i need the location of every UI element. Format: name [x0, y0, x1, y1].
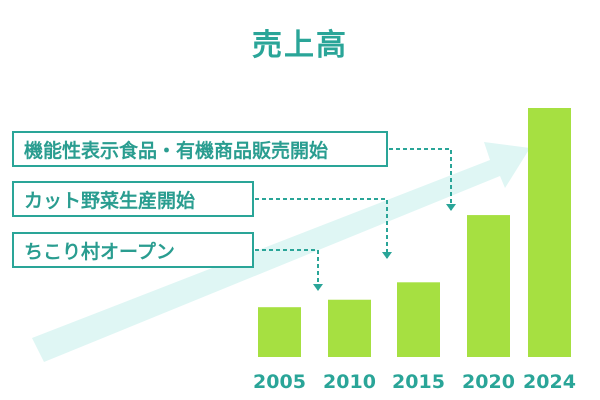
- annotation-box: ちこり村オープン: [12, 232, 254, 268]
- bar-2020: [467, 215, 510, 357]
- leader-line: [255, 249, 319, 290]
- bar-2010: [328, 299, 371, 357]
- trend-arrow: [32, 142, 530, 362]
- arrowhead-icon: [382, 252, 392, 259]
- x-tick-label: 2024: [523, 371, 576, 393]
- chart-title: 売上高: [252, 28, 348, 63]
- x-tick-label: 2020: [462, 371, 515, 393]
- bar-2005: [258, 307, 301, 357]
- arrowhead-icon: [446, 204, 456, 211]
- bar-2015: [397, 282, 440, 357]
- annotation-box: カット野菜生産開始: [12, 181, 254, 217]
- bar-2024: [528, 108, 571, 357]
- x-tick-label: 2010: [323, 371, 376, 393]
- leader-line: [255, 198, 388, 258]
- arrowhead-icon: [313, 284, 323, 291]
- x-tick-label: 2015: [392, 371, 445, 393]
- annotation-box: 機能性表示食品・有機商品販売開始: [12, 131, 388, 167]
- x-tick-label: 2005: [253, 371, 306, 393]
